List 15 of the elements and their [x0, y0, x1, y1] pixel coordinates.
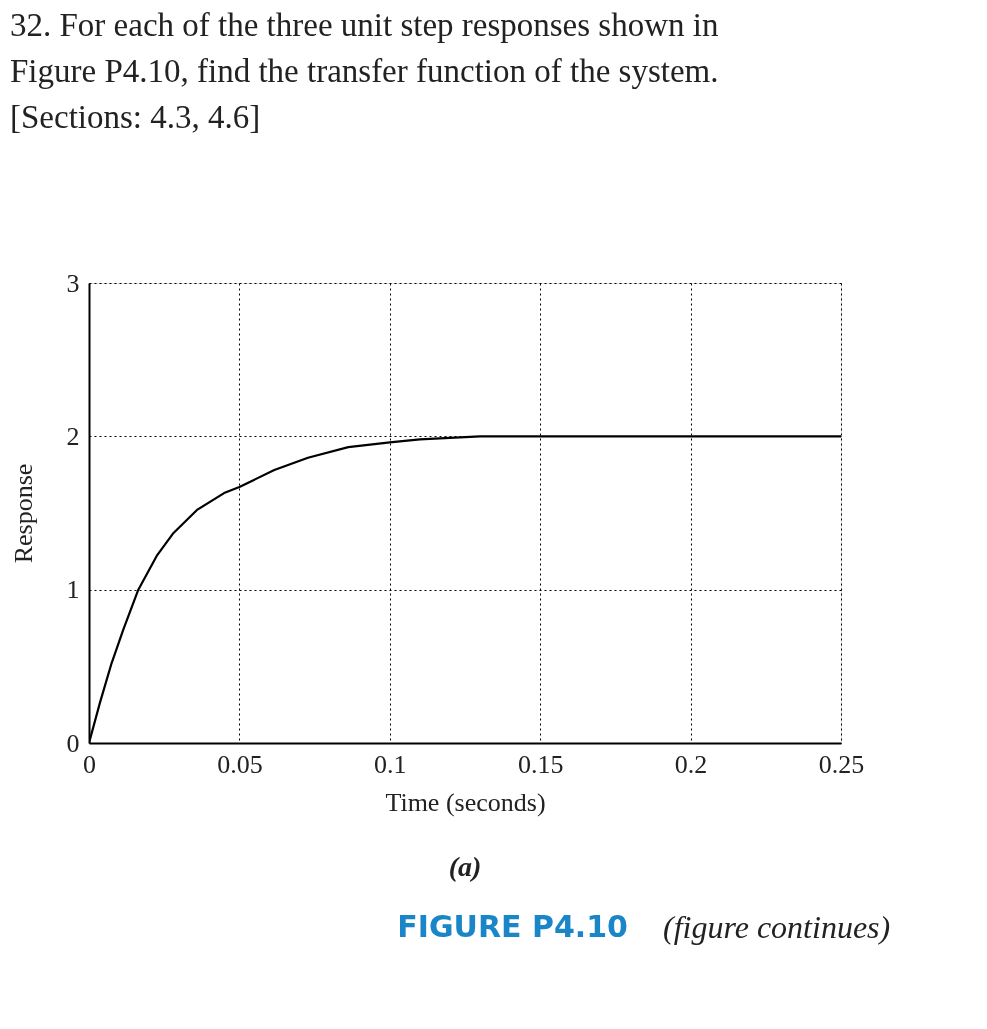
caption: FIGURE P4.10	[397, 909, 628, 944]
text: (figure continues)	[663, 909, 891, 945]
x-tick-label: 0.2	[674, 749, 708, 779]
y-tick-label: 3	[66, 268, 80, 298]
x-tick-label: 0.05	[217, 749, 263, 779]
x-tick-label: 0.15	[517, 749, 564, 779]
text: (a)	[448, 851, 482, 882]
x-tick-label: 0.1	[374, 749, 407, 779]
y-tick-label: 1	[66, 575, 80, 605]
chart-title: 32. For each of the three unit step responses shown in Figure P4.10, find the transfer function of the system. [Sections: 4.3, 4.6]	[10, 7, 719, 135]
y-axis-title: Response	[8, 463, 38, 564]
x-tick-label: 0.25	[818, 749, 865, 779]
x-axis-title: Time (seconds)	[385, 787, 546, 817]
y-tick-label: 2	[66, 421, 80, 451]
y-tick-label: 0	[66, 728, 80, 758]
